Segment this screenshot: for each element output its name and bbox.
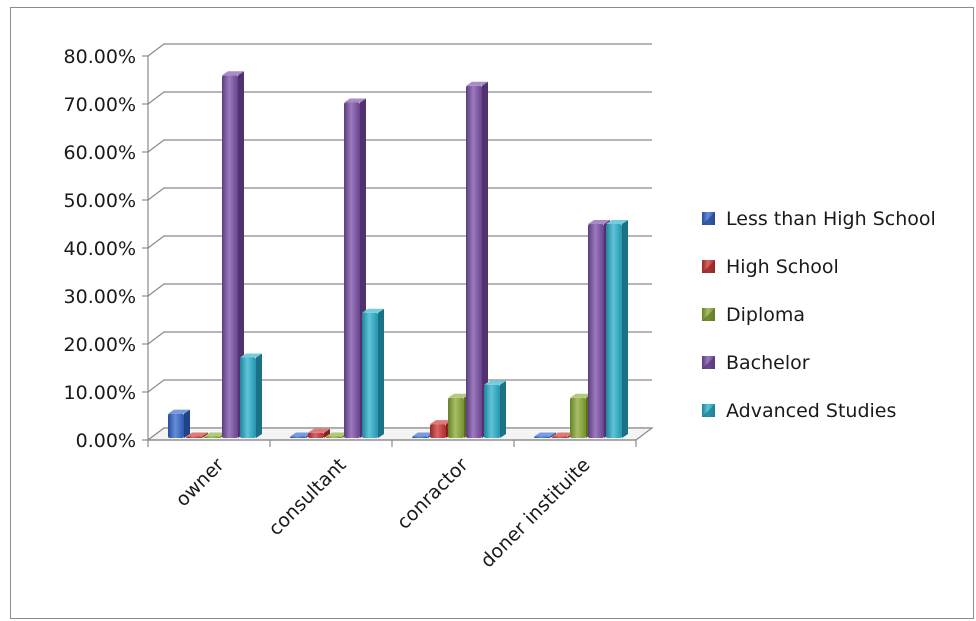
x-category-label: conractor — [393, 454, 473, 534]
y-axis: 0.00% 10.00% 20.00% 30.00% 40.00% 50.00% 60.00… — [64, 46, 149, 452]
bar-advanced-studies-doner-instituite — [606, 220, 628, 438]
x-axis: owner consultant conractor doner instituite — [147, 439, 637, 572]
gridline — [147, 379, 652, 393]
legend-label: High School — [726, 256, 839, 278]
legend-label: Bachelor — [726, 352, 810, 374]
bar-advanced-studies-conractor — [484, 380, 506, 438]
y-tick-label: 70.00% — [64, 94, 136, 116]
y-tick-label: 40.00% — [64, 238, 136, 260]
y-tick-label: 10.00% — [64, 382, 136, 404]
bar-bachelor-owner — [222, 71, 244, 438]
bar-bachelor-conractor — [466, 81, 488, 438]
legend-label: Diploma — [726, 304, 805, 326]
x-category-label: consultant — [264, 454, 350, 540]
bar-diploma-owner — [204, 432, 226, 438]
bar-high-school-consultant — [308, 428, 330, 438]
gridline — [147, 235, 652, 249]
y-tick-label: 60.00% — [64, 142, 136, 164]
y-tick-label: 20.00% — [64, 334, 136, 356]
bar-advanced-studies-owner — [240, 353, 262, 438]
y-tick-label: 50.00% — [64, 190, 136, 212]
gridline — [147, 283, 652, 297]
legend-swatch-less-than-high-school — [702, 212, 715, 225]
legend-label: Less than High School — [726, 208, 936, 230]
legend-swatch-high-school — [702, 260, 715, 273]
bar-less-than-high-school-owner — [168, 409, 190, 438]
gridline — [147, 187, 652, 201]
legend-swatch-diploma — [702, 308, 715, 321]
chart-frame — [10, 7, 974, 619]
bar-less-than-high-school-doner-instituite — [534, 432, 556, 438]
legend-swatch-bachelor — [702, 356, 715, 369]
bars — [168, 71, 628, 438]
gridline — [147, 331, 652, 345]
y-tick-label: 80.00% — [64, 46, 136, 68]
gridline — [147, 139, 652, 153]
y-tick-label: 0.00% — [76, 430, 136, 452]
legend-swatch-advanced-studies — [702, 404, 715, 417]
gridline — [147, 43, 652, 57]
x-category-label: owner — [171, 454, 228, 511]
bar-advanced-studies-consultant — [362, 308, 384, 438]
legend: Less than High School High School Diploma B… — [702, 208, 936, 422]
gridline — [147, 91, 652, 105]
bar-high-school-owner — [186, 432, 208, 438]
x-category-label: doner instituite — [476, 454, 594, 572]
legend-label: Advanced Studies — [726, 400, 896, 422]
y-tick-label: 30.00% — [64, 286, 136, 308]
